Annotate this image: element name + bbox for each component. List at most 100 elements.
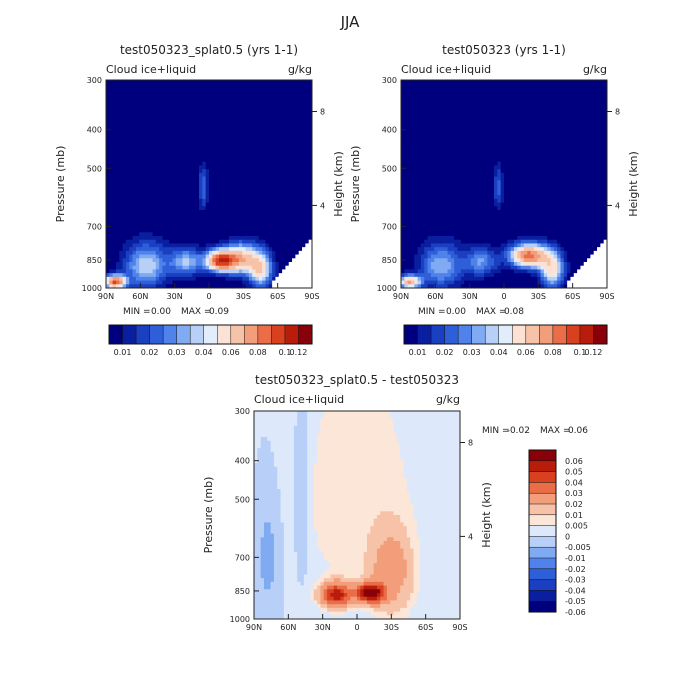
field-cell	[477, 102, 482, 107]
field-cell	[169, 113, 173, 118]
field-cell	[132, 265, 137, 270]
field-cell	[242, 161, 246, 166]
field-cell	[292, 217, 296, 222]
field-cell	[410, 98, 415, 103]
field-cell	[172, 280, 177, 285]
field-cell	[430, 113, 435, 118]
field-cell	[430, 98, 435, 103]
field-cell	[302, 250, 306, 255]
field-cell	[474, 232, 478, 237]
field-cell	[295, 213, 300, 218]
field-cell	[202, 102, 207, 107]
field-cell	[209, 202, 213, 207]
field-cell	[122, 146, 127, 151]
field-cell	[129, 94, 133, 99]
field-cell	[248, 228, 253, 233]
field-cell	[189, 239, 193, 244]
field-cell	[308, 184, 313, 189]
field-cell	[410, 161, 415, 166]
field-cell	[179, 206, 183, 211]
field-cell	[215, 135, 220, 140]
field-cell	[258, 232, 263, 237]
field-cell	[480, 83, 485, 88]
field-cell	[282, 243, 286, 248]
field-cell	[420, 210, 425, 215]
field-cell	[106, 139, 110, 144]
field-cell	[262, 262, 266, 267]
field-cell	[195, 254, 200, 259]
field-cell	[404, 135, 409, 140]
field-cell	[292, 109, 296, 114]
field-cell	[490, 102, 495, 107]
field-cell	[308, 87, 313, 92]
field-cell	[182, 102, 187, 107]
field-cell	[149, 284, 153, 289]
field-cell	[288, 117, 293, 122]
field-cell	[424, 176, 428, 181]
field-cell	[440, 87, 445, 92]
field-cell	[255, 154, 260, 159]
field-cell	[199, 221, 203, 226]
field-cell	[215, 184, 220, 189]
field-cell	[295, 143, 300, 148]
field-cell	[109, 232, 114, 237]
field-cell	[189, 198, 193, 203]
field-cell	[278, 161, 283, 166]
field-cell	[437, 195, 442, 200]
field-cell	[265, 258, 270, 263]
field-cell	[278, 146, 283, 151]
field-cell	[199, 117, 203, 122]
field-cell	[440, 232, 445, 237]
field-cell	[437, 117, 442, 122]
field-cell	[420, 269, 425, 274]
field-cell	[268, 239, 273, 244]
field-cell	[222, 165, 227, 170]
field-cell	[129, 221, 133, 226]
field-cell	[145, 132, 150, 137]
field-cell	[440, 180, 445, 185]
field-cell	[430, 139, 435, 144]
field-cell	[288, 180, 293, 185]
field-cell	[135, 154, 140, 159]
field-cell	[222, 150, 227, 155]
field-cell	[112, 124, 117, 129]
field-cell	[142, 247, 147, 252]
field-cell	[430, 154, 435, 159]
field-cell	[255, 109, 260, 114]
field-cell	[205, 124, 210, 129]
field-cell	[258, 124, 263, 129]
field-cell	[245, 169, 250, 174]
field-cell	[225, 158, 230, 163]
field-cell	[302, 210, 306, 215]
field-cell	[215, 232, 220, 237]
field-cell	[152, 198, 157, 203]
field-cell	[169, 176, 173, 181]
field-cell	[404, 206, 409, 211]
field-cell	[437, 98, 442, 103]
field-cell	[258, 210, 263, 215]
field-cell	[424, 273, 428, 278]
field-cell	[112, 80, 117, 85]
field-cell	[255, 210, 260, 215]
field-cell	[232, 236, 236, 241]
field-cell	[209, 98, 213, 103]
field-cell	[454, 184, 458, 189]
field-cell	[278, 239, 283, 244]
field-cell	[125, 87, 130, 92]
field-cell	[232, 187, 236, 192]
field-cell	[285, 139, 290, 144]
field-cell	[427, 154, 432, 159]
field-cell	[262, 265, 266, 270]
field-cell	[305, 135, 310, 140]
field-cell	[417, 247, 422, 252]
field-cell	[407, 217, 412, 222]
field-cell	[248, 150, 253, 155]
field-cell	[288, 198, 293, 203]
field-cell	[282, 176, 286, 181]
field-cell	[242, 224, 246, 229]
field-cell	[404, 195, 409, 200]
field-cell	[440, 94, 445, 99]
field-cell	[106, 146, 110, 151]
field-cell	[189, 154, 193, 159]
field-cell	[437, 169, 442, 174]
